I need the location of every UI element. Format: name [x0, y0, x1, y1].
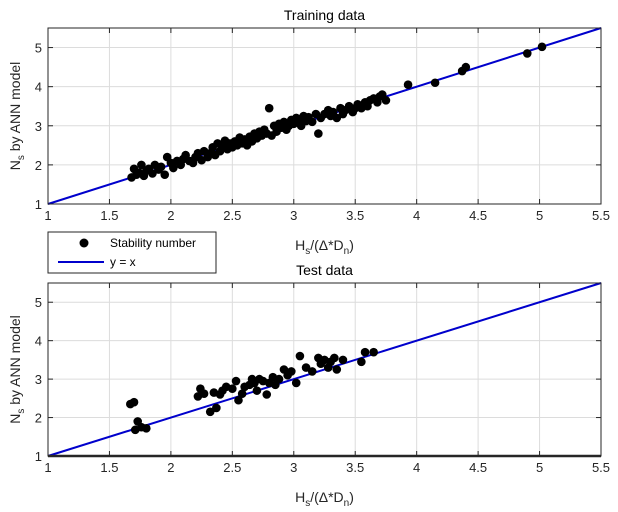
data-point	[264, 103, 274, 113]
data-point	[537, 42, 547, 52]
plot-title: Training data	[284, 7, 365, 23]
data-point	[212, 403, 221, 413]
data-point	[314, 129, 323, 138]
y-tick-label: 1	[35, 197, 42, 212]
x-tick-label: 2	[167, 208, 174, 223]
data-point	[156, 162, 166, 172]
data-point	[291, 378, 301, 388]
y-tick-label: 3	[35, 119, 42, 134]
data-point	[357, 357, 366, 367]
data-point	[461, 62, 471, 72]
data-point	[274, 374, 284, 384]
data-point	[252, 386, 262, 395]
x-tick-label: 5	[536, 208, 543, 223]
training-plot: 1 1.5 2 2.5 3 3.5 4 4.5 5 5.5 1 2 3 4 5 Training data Hs…	[7, 7, 610, 257]
legend-label-y-equals-x: y = x	[110, 255, 136, 269]
x-tick-label: 3.5	[346, 208, 364, 223]
data-point	[228, 384, 237, 394]
y-tick-label: 3	[35, 372, 42, 387]
data-point	[430, 78, 440, 88]
data-point	[137, 160, 146, 170]
data-point	[237, 389, 247, 399]
data-point	[262, 390, 272, 399]
data-point	[381, 96, 391, 105]
data-point	[160, 170, 170, 179]
x-tick-label: 1	[44, 460, 51, 475]
x-tick-label: 5.5	[592, 208, 610, 223]
y-axis-label: Ns by ANN model	[7, 315, 27, 424]
x-tick-label: 1.5	[100, 208, 118, 223]
x-axis-label: Hs/(Δ*Dn)	[295, 237, 354, 257]
legend-label-stability-number: Stability number	[110, 236, 196, 250]
x-tick-label: 2.5	[223, 460, 241, 475]
data-point	[287, 367, 296, 376]
data-point	[231, 376, 241, 386]
x-tick-label: 3.5	[346, 460, 364, 475]
legend-box	[47, 231, 217, 274]
y-tick-label: 5	[35, 41, 42, 56]
data-point	[234, 395, 243, 405]
test-plot: 1 1.5 2 2.5 3 3.5 4 4.5 5 5.5 1 2 3 4 5 Test data Hs/(Δ*…	[7, 262, 610, 509]
data-point	[307, 117, 317, 127]
data-point	[295, 351, 305, 361]
data-point	[330, 353, 339, 363]
x-tick-label: 4.5	[469, 208, 487, 223]
data-point	[403, 80, 413, 90]
data-point	[301, 363, 311, 372]
y-tick-label: 4	[35, 334, 42, 349]
x-tick-label: 5	[536, 460, 543, 475]
data-point	[332, 113, 342, 123]
axes-box	[47, 27, 602, 205]
x-tick-label: 1	[44, 208, 51, 223]
plot-title: Test data	[296, 262, 353, 278]
data-point	[338, 355, 348, 365]
data-point	[369, 347, 378, 357]
legend-marker-point	[79, 238, 89, 248]
data-point	[332, 365, 342, 374]
data-point	[142, 424, 151, 433]
y-tick-label: 4	[35, 80, 42, 95]
x-tick-label: 3	[290, 208, 297, 223]
x-tick-label: 2.5	[223, 208, 241, 223]
x-tick-label: 4.5	[469, 460, 487, 475]
legend: Stability number y = x	[47, 231, 217, 274]
y-axis-label: Ns by ANN model	[7, 62, 27, 171]
y-tick-label: 2	[35, 411, 42, 426]
data-point	[360, 347, 370, 357]
x-tick-label: 1.5	[100, 460, 118, 475]
y-tick-label: 5	[35, 295, 42, 310]
y-tick-label: 1	[35, 449, 42, 464]
data-point	[129, 397, 139, 407]
data-point	[148, 169, 157, 178]
x-tick-label: 4	[413, 460, 420, 475]
x-tick-label: 3	[290, 460, 297, 475]
data-point	[205, 407, 215, 417]
x-tick-label: 2	[167, 460, 174, 475]
data-point	[522, 49, 532, 58]
x-axis-label: Hs/(Δ*Dn)	[295, 489, 354, 509]
x-tick-label: 5.5	[592, 460, 610, 475]
x-tick-label: 4	[413, 208, 420, 223]
data-point	[169, 163, 178, 173]
y-tick-label: 2	[35, 158, 42, 173]
data-point	[199, 389, 209, 399]
data-point	[307, 367, 317, 376]
